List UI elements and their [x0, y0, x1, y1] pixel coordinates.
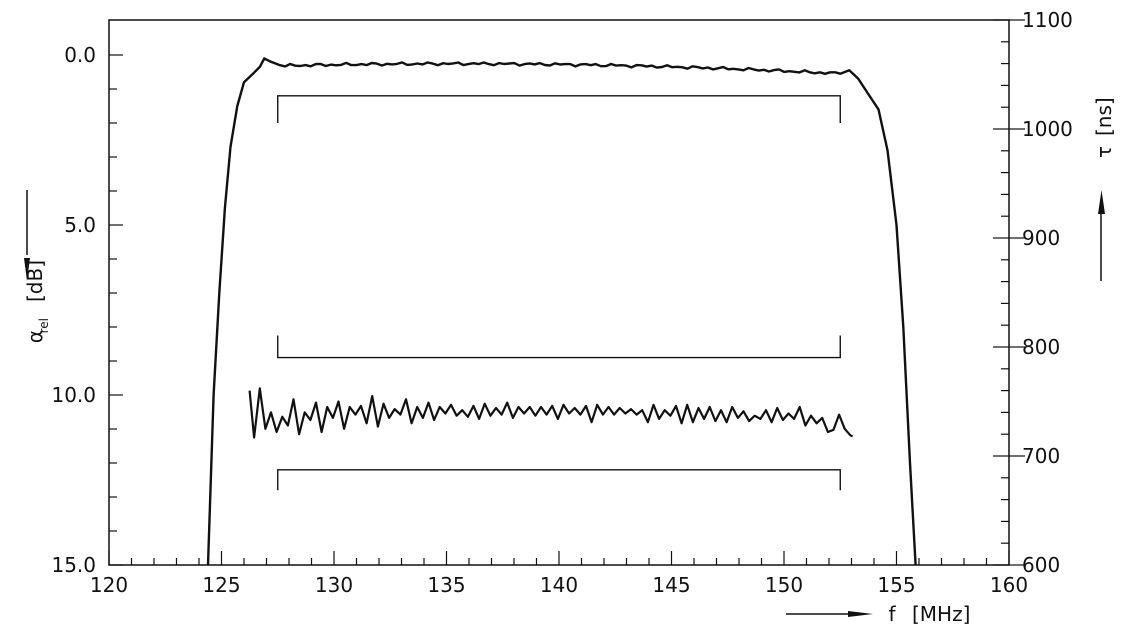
y-left-arrow — [24, 190, 30, 281]
y-left-subscript: rel — [37, 318, 51, 333]
y-left-symbol: α — [23, 330, 47, 343]
tick-labels: 120 125 130 135 140 145 150 155 160 0.0 5.0 10.0 15.… — [51, 8, 1072, 597]
x-tick-label: 155 — [877, 573, 915, 597]
y-right-title: τ [ns] — [1092, 97, 1116, 158]
y-left-tick-label: 0.0 — [64, 43, 96, 67]
x-tick-label: 150 — [765, 573, 803, 597]
x-axis-label: f — [888, 602, 896, 626]
limit-brackets — [277, 95, 841, 491]
group-delay-curve — [248, 387, 854, 439]
y-right-tick-label: 600 — [1022, 553, 1060, 577]
y-right-symbol: τ — [1092, 146, 1116, 158]
x-axis-title: f [MHz] — [786, 602, 970, 626]
x-tick-label: 145 — [652, 573, 690, 597]
x-tick-label: 160 — [990, 573, 1028, 597]
limit-bracket — [277, 335, 841, 359]
y-left-tick-label: 15.0 — [51, 553, 96, 577]
y-right-arrow — [1098, 190, 1105, 281]
y-right-tick-label: 1100 — [1022, 8, 1073, 32]
x-tick-label: 130 — [315, 573, 353, 597]
y-right-tick-label: 900 — [1022, 226, 1060, 250]
y-left-tick-label: 5.0 — [64, 213, 96, 237]
limit-bracket — [277, 469, 841, 491]
x-tick-label: 120 — [90, 573, 128, 597]
y-right-tick-label: 700 — [1022, 444, 1060, 468]
attenuation-curve — [206, 57, 917, 566]
x-tick-label: 125 — [202, 573, 240, 597]
axis-ticks — [108, 19, 1025, 566]
limit-bracket — [277, 95, 841, 123]
y-right-tick-label: 800 — [1022, 335, 1060, 359]
data-series — [206, 57, 917, 566]
y-right-unit: [ns] — [1092, 97, 1116, 136]
x-tick-label: 140 — [540, 573, 578, 597]
y-left-tick-label: 10.0 — [51, 383, 96, 407]
y-right-tick-label: 1000 — [1022, 117, 1073, 141]
x-tick-label: 135 — [427, 573, 465, 597]
x-axis-unit: [MHz] — [912, 602, 970, 626]
